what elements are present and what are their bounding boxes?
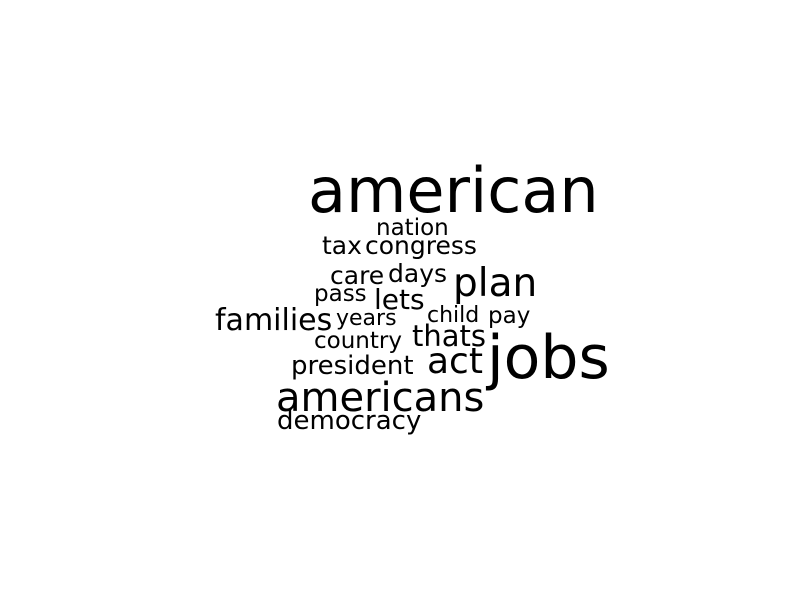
word-american: american <box>308 154 599 227</box>
word-days: days <box>388 259 448 288</box>
word-pay: pay <box>488 303 531 329</box>
word-pass: pass <box>314 281 367 307</box>
word-plan: plan <box>453 261 538 306</box>
word-years: years <box>336 306 397 331</box>
word-congress: congress <box>365 231 477 260</box>
word-country: country <box>314 328 402 354</box>
word-thats: thats <box>412 319 487 353</box>
word-democracy: democracy <box>277 406 422 436</box>
word-care: care <box>330 261 385 290</box>
word-president: president <box>291 351 414 381</box>
word-jobs: jobs <box>487 323 610 393</box>
word-lets: lets <box>374 283 425 316</box>
word-child: child <box>427 303 480 328</box>
word-americans: americans <box>276 375 485 421</box>
word-nation: nation <box>376 215 449 241</box>
word-act: act <box>427 341 483 382</box>
word-families: families <box>215 303 333 338</box>
word-tax: tax <box>322 231 362 260</box>
